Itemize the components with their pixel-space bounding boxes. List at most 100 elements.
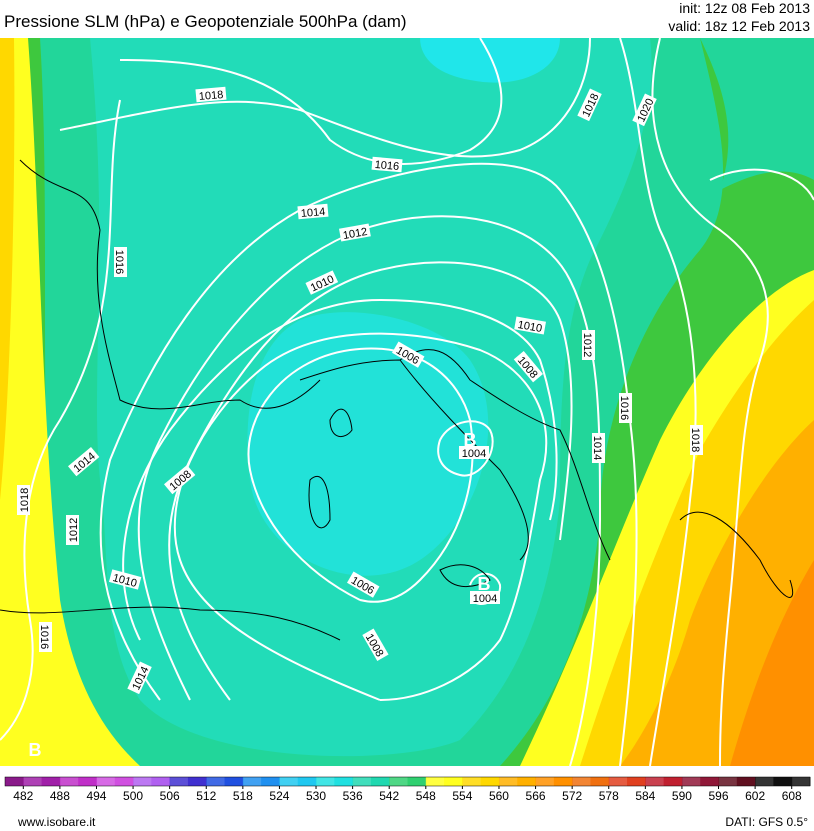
colorbar-swatch xyxy=(59,777,79,786)
isobar-label-bg xyxy=(195,86,227,103)
colorbar-swatch xyxy=(316,777,335,786)
colorbar-swatch xyxy=(334,777,354,786)
isobar-label-bg xyxy=(513,351,544,383)
field-530 xyxy=(247,312,489,576)
isobar-label-bg xyxy=(690,425,703,455)
colorbar-label: 512 xyxy=(196,789,216,803)
colorbar-swatch xyxy=(187,777,207,786)
isobar-label-text: 1016 xyxy=(618,396,630,420)
colorbar-label: 596 xyxy=(709,789,729,803)
isobar-label-text: 1014 xyxy=(591,436,603,460)
isobar-label: 1014 xyxy=(591,433,605,463)
isobar-label: 1012 xyxy=(339,223,371,242)
colorbar-swatch xyxy=(261,777,280,786)
colorbar-swatch xyxy=(645,777,665,786)
isobar-label: 1004 xyxy=(459,446,489,460)
isobar-label-bg xyxy=(362,628,389,661)
isobar-label: 1016 xyxy=(618,393,632,423)
colorbar-swatch xyxy=(425,777,445,786)
colorbar-label: 488 xyxy=(50,789,70,803)
colorbar-swatch xyxy=(572,777,591,786)
colorbar-label: 542 xyxy=(379,789,399,803)
isobar-label-bg xyxy=(297,203,329,220)
colorbar-swatch xyxy=(206,777,226,786)
isobar-label-bg xyxy=(17,485,30,515)
field-530a xyxy=(420,38,560,83)
isobar-label: 1016 xyxy=(38,622,52,652)
colorbar-label: 608 xyxy=(782,789,802,803)
isobars xyxy=(0,38,814,766)
isobar-label-bg xyxy=(392,341,425,368)
isobar-label: 1016 xyxy=(113,247,127,277)
colorbar-label: 578 xyxy=(599,789,619,803)
isobar-label-bg xyxy=(514,316,546,335)
field-542-ne xyxy=(700,38,814,190)
field-572 xyxy=(730,560,814,766)
colorbar-swatch xyxy=(718,777,738,786)
isobar-label-text: 1016 xyxy=(374,159,399,173)
colorbar-label: 554 xyxy=(452,789,472,803)
coastlines xyxy=(0,159,794,641)
isobar-label-bg xyxy=(108,569,142,590)
colorbar-label: 494 xyxy=(86,789,106,803)
colorbar-swatch xyxy=(480,777,500,786)
site-url: www.isobare.it xyxy=(17,815,96,829)
colorbar-swatch xyxy=(224,777,244,786)
colorbar-label: 482 xyxy=(13,789,33,803)
isobar-label: 1018 xyxy=(17,485,31,515)
isobar-label-text: 1012 xyxy=(342,226,368,242)
colorbar-label: 500 xyxy=(123,789,143,803)
colorbar-label: 536 xyxy=(343,789,363,803)
isobar-label: 1010 xyxy=(514,316,546,335)
colorbar-swatch xyxy=(407,777,427,786)
data-source: DATI: GFS 0.5° xyxy=(725,815,808,829)
colorbar-label: 518 xyxy=(233,789,253,803)
isobar-label-text: 1018 xyxy=(689,428,701,452)
colorbar-label: 602 xyxy=(745,789,765,803)
low-pressure-label: B xyxy=(464,430,477,450)
colorbar-swatch xyxy=(535,777,555,786)
colorbar-swatch xyxy=(169,777,189,786)
colorbar-swatch xyxy=(627,777,646,786)
colorbar-label: 584 xyxy=(635,789,655,803)
colorbar-label: 590 xyxy=(672,789,692,803)
isobar-label-bg xyxy=(632,93,657,127)
colorbar-label: 530 xyxy=(306,789,326,803)
colorbar-swatch xyxy=(462,777,482,786)
colorbar-label: 566 xyxy=(526,789,546,803)
isobar-label: 1018 xyxy=(195,86,227,103)
isobar-label-bg xyxy=(619,393,632,423)
isobar-label-bg xyxy=(305,270,339,295)
isobar-label-bg xyxy=(68,446,100,477)
isobar-label-bg xyxy=(470,591,500,604)
field-560-left xyxy=(0,38,15,500)
isobar-label-text: 1016 xyxy=(38,625,50,649)
isobar-label-bg xyxy=(592,433,605,463)
colorbar-swatch xyxy=(96,777,116,786)
isobar-label: 1014 xyxy=(297,203,329,220)
colorbar-swatch xyxy=(553,777,573,786)
colorbar-swatch xyxy=(297,777,317,786)
colorbar-swatch xyxy=(78,777,97,786)
isobar-label-text: 1012 xyxy=(68,518,80,542)
isobar-label: 1012 xyxy=(581,330,595,360)
field-554-left xyxy=(0,38,140,766)
low-pressure-label: B xyxy=(478,574,491,594)
isobar-label-bg xyxy=(339,223,371,242)
title: Pressione SLM (hPa) e Geopotenziale 500h… xyxy=(4,12,407,31)
colorbar-swatch xyxy=(133,777,152,786)
isobar-label-bg xyxy=(114,247,127,277)
colorbar-swatch xyxy=(773,777,793,786)
isobar-label-bg xyxy=(66,515,79,545)
colorbar-label: 572 xyxy=(562,789,582,803)
isobar-label-text: 1012 xyxy=(581,333,593,357)
valid-time: valid: 18z 12 Feb 2013 xyxy=(668,18,810,34)
isobar-label-text: 1010 xyxy=(517,319,543,335)
colorbar-swatch xyxy=(151,777,171,786)
isobar-label-bg xyxy=(347,571,380,598)
colorbar-swatch xyxy=(444,777,463,786)
colorbar-swatch xyxy=(755,777,774,786)
